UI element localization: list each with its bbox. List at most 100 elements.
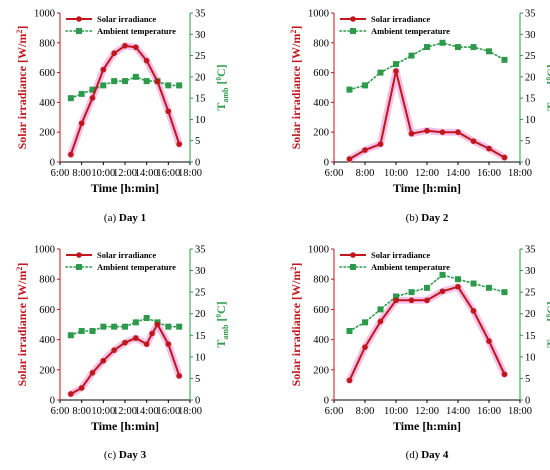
irradiance-data-point (377, 141, 384, 147)
x-tick-label: 6:00 (51, 168, 70, 179)
x-tick-label: 18:00 (508, 406, 532, 417)
x-tick-label: 8:00 (72, 406, 91, 417)
irradiance-data-point (111, 50, 117, 57)
right-y-tick-label: 5 (525, 374, 530, 385)
temperature-data-point (470, 44, 477, 51)
x-tick-label: 16:00 (156, 406, 180, 417)
legend-irradiance-label: Solar irradiance (371, 14, 430, 24)
right-y-tick-label: 35 (525, 9, 536, 20)
right-y-tick-label: 15 (525, 331, 536, 342)
right-y-tick-label: 35 (195, 245, 206, 256)
temperature-data-point (486, 48, 492, 55)
x-tick-label: 12:00 (415, 406, 439, 417)
temperature-data-point (111, 323, 118, 330)
right-y-axis-title: Tamb [0C] (544, 301, 550, 347)
temperature-data-point (78, 90, 85, 97)
irradiance-data-point (165, 341, 172, 347)
left-y-axis-title: Solar irradiance [W/m2] (289, 26, 303, 150)
x-tick-label: 14:00 (446, 406, 470, 417)
irradiance-data-point (68, 151, 74, 158)
temperature-data-point (67, 95, 74, 102)
temperature-data-point (165, 82, 172, 89)
right-y-tick-label: 10 (195, 115, 206, 126)
right-y-tick-label: 5 (525, 136, 530, 147)
irradiance-data-point (149, 330, 155, 337)
irradiance-data-point (439, 129, 446, 135)
right-y-axis-title: Tamb [0C] (214, 301, 230, 347)
x-tick-label: 10:00 (384, 168, 408, 179)
right-y-tick-label: 0 (195, 158, 200, 169)
left-y-tick-label: 0 (50, 158, 55, 169)
x-tick-label: 16:00 (477, 406, 501, 417)
right-y-tick-label: 25 (525, 51, 536, 62)
irradiance-data-point (408, 297, 415, 304)
temperature-data-point (132, 73, 139, 80)
legend-temperature-label: Ambient temperature (371, 262, 450, 272)
temperature-data-point (501, 289, 508, 296)
right-y-tick-label: 10 (525, 115, 536, 126)
right-y-tick-label: 25 (195, 51, 206, 62)
irradiance-data-point (470, 308, 477, 314)
chart-panel-1: 6:00 8:00 10:0012:0014:0016:0018:000200400… (15, 9, 230, 225)
irradiance-data-point (154, 321, 161, 328)
x-tick-label: 12:00 (415, 168, 439, 179)
x-tick-label: 6:00 (325, 406, 344, 417)
left-y-tick-label: 0 (324, 396, 329, 407)
irradiance-data-point (486, 145, 492, 152)
x-axis-title: Time [h:min] (91, 181, 159, 195)
right-y-tick-label: 5 (195, 136, 200, 147)
x-tick-label: 18:00 (178, 168, 202, 179)
temperature-data-point (455, 44, 461, 51)
temperature-data-point (424, 44, 430, 51)
irradiance-data-point (133, 44, 139, 51)
temperature-data-point (111, 78, 118, 85)
x-tick-label: 18:00 (178, 406, 202, 417)
left-y-tick-label: 200 (313, 128, 329, 139)
irradiance-data-point (122, 339, 128, 346)
temperature-data-point (67, 332, 74, 339)
left-y-tick-label: 1000 (34, 9, 55, 20)
right-y-tick-label: 25 (525, 288, 536, 299)
right-y-tick-label: 25 (195, 288, 206, 299)
temperature-data-point (346, 327, 353, 334)
legend-temperature-label: Ambient temperature (97, 26, 176, 36)
temperature-data-point (122, 323, 128, 330)
x-tick-label: 14:00 (446, 168, 470, 179)
x-tick-label: 18:00 (508, 168, 532, 179)
legend-irradiance-marker (350, 16, 356, 22)
irradiance-data-point (143, 57, 150, 64)
x-tick-label: 16:00 (156, 168, 180, 179)
irradiance-data-point (165, 108, 172, 115)
x-tick-label: 10:00 (91, 168, 115, 179)
right-y-tick-label: 30 (195, 30, 206, 41)
irradiance-data-point (408, 130, 415, 137)
irradiance-data-point (346, 156, 353, 162)
irradiance-data-point (501, 371, 508, 378)
right-y-tick-label: 20 (195, 72, 206, 83)
x-axis-title: Time [h:min] (393, 181, 461, 195)
irradiance-data-point (501, 154, 508, 161)
left-y-tick-label: 1000 (308, 9, 329, 20)
temperature-data-point (439, 271, 446, 278)
x-tick-label: 6:00 (51, 406, 70, 417)
temperature-data-point (100, 323, 107, 330)
legend-temperature-marker (350, 28, 356, 34)
irradiance-data-point (68, 391, 74, 397)
temperature-data-point (176, 323, 183, 330)
right-y-tick-label: 0 (525, 158, 530, 169)
left-y-tick-label: 200 (39, 365, 55, 376)
irradiance-data-point (393, 297, 399, 304)
irradiance-data-point (362, 147, 368, 153)
right-y-tick-label: 30 (525, 266, 536, 277)
temperature-data-point (176, 82, 183, 89)
x-tick-label: 8:00 (356, 406, 375, 417)
irradiance-data-point (176, 141, 182, 147)
x-axis-title: Time [h:min] (393, 419, 461, 433)
irradiance-data-point (89, 370, 96, 376)
right-y-tick-label: 15 (195, 94, 206, 105)
irradiance-series-line (70, 323, 181, 395)
left-y-tick-label: 800 (313, 275, 329, 286)
right-y-tick-label: 35 (195, 9, 206, 20)
irradiance-data-point (78, 385, 85, 391)
